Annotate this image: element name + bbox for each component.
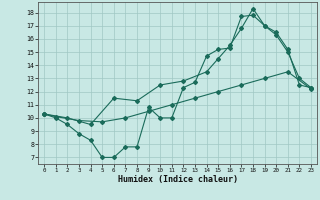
X-axis label: Humidex (Indice chaleur): Humidex (Indice chaleur)	[118, 175, 238, 184]
